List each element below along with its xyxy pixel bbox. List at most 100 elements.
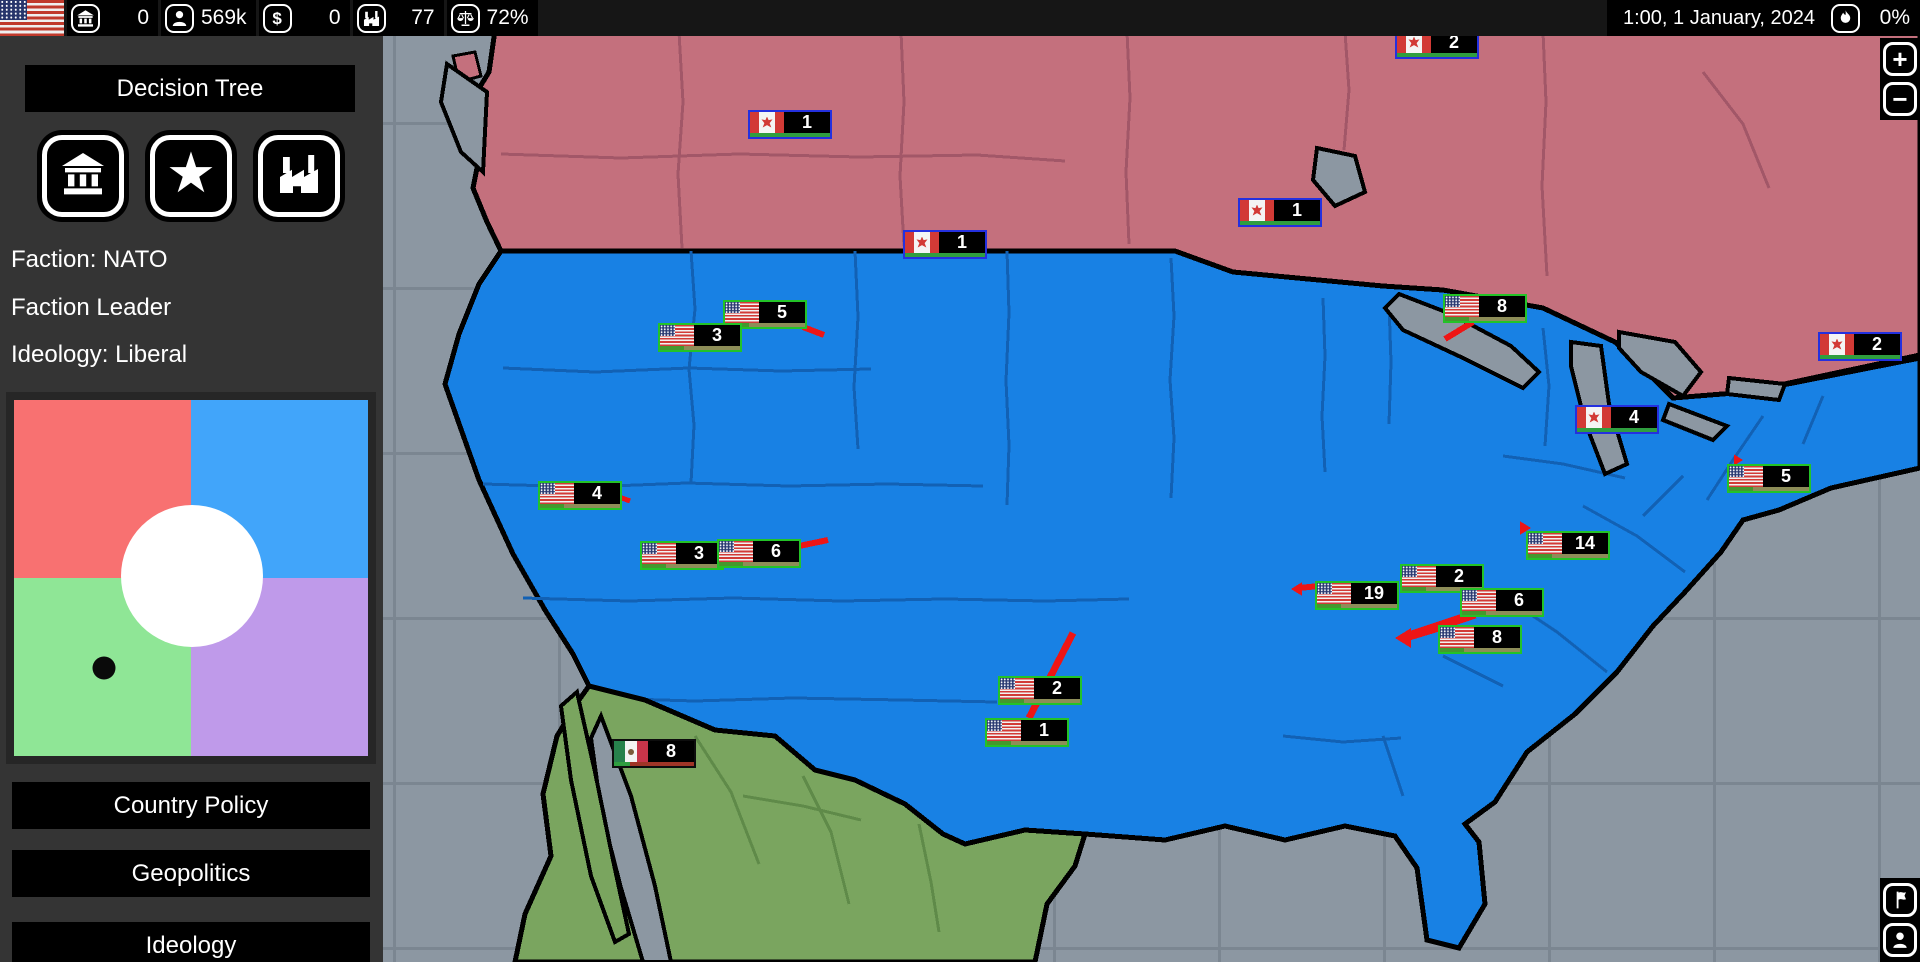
unit-marker[interactable]: 14 xyxy=(1526,531,1610,560)
unit-marker[interactable]: 2 xyxy=(1400,564,1484,593)
unit-health-bar xyxy=(725,323,805,327)
top-resource-bar: 0 569k $ 0 77 72% 1:00, 1 January, 2024 … xyxy=(0,0,1920,36)
pennant-flag-icon xyxy=(1896,891,1906,909)
unit-count: 4 xyxy=(591,483,602,503)
stat-money: $ 0 xyxy=(258,0,350,36)
tab-elite[interactable]: ★ xyxy=(150,135,232,217)
unit-count: 8 xyxy=(1496,296,1507,316)
us-flag-icon xyxy=(1445,296,1479,317)
unit-count: 2 xyxy=(1448,36,1459,52)
unit-health-bar xyxy=(1440,648,1520,652)
political-compass-quadrants xyxy=(14,400,368,756)
us-flag-icon xyxy=(1317,583,1351,604)
unit-count: 6 xyxy=(770,541,781,561)
us-flag-icon xyxy=(540,483,574,504)
ca-flag-icon xyxy=(750,112,784,133)
unit-marker[interactable]: 3 xyxy=(658,323,742,352)
unit-marker[interactable]: 2 xyxy=(998,676,1082,705)
unit-marker[interactable]: 1 xyxy=(985,718,1069,747)
bank-icon xyxy=(71,3,100,33)
unit-marker[interactable]: 5 xyxy=(723,300,807,329)
us-flag-icon xyxy=(1440,627,1474,648)
unit-health-bar xyxy=(987,741,1067,745)
unit-health-bar xyxy=(1000,699,1080,703)
unit-marker[interactable]: 5 xyxy=(1727,464,1811,493)
unit-health-bar xyxy=(1577,428,1657,432)
flag-map-mode-button[interactable] xyxy=(1883,883,1917,917)
unit-marker[interactable]: 1 xyxy=(748,110,832,139)
unit-marker[interactable]: 2 xyxy=(1818,332,1902,361)
unit-count: 19 xyxy=(1363,583,1385,603)
person-map-mode-button[interactable] xyxy=(1883,923,1917,957)
unit-marker[interactable]: 4 xyxy=(1575,405,1659,434)
scales-icon xyxy=(450,3,480,33)
unit-health-bar xyxy=(1528,554,1608,558)
unit-marker[interactable]: 2 xyxy=(1395,36,1479,59)
world-map[interactable]: 2 1 1 1 8 2 4 xyxy=(383,36,1920,962)
country-policy-button[interactable]: Country Policy xyxy=(12,782,370,829)
decision-tree-button[interactable]: Decision Tree xyxy=(25,65,355,112)
unit-marker[interactable]: 4 xyxy=(538,481,622,510)
money-value: 0 xyxy=(328,6,341,29)
unit-health-bar xyxy=(1397,53,1477,57)
unit-count: 5 xyxy=(776,302,787,322)
unit-count: 14 xyxy=(1574,533,1596,553)
unit-health-bar xyxy=(750,133,830,137)
us-flag-icon xyxy=(1528,533,1562,554)
us-flag-icon xyxy=(719,541,753,562)
unit-marker[interactable]: 1 xyxy=(903,230,987,259)
tab-government[interactable] xyxy=(42,135,124,217)
stability-value: 72% xyxy=(486,6,529,29)
unit-marker[interactable]: 3 xyxy=(640,541,724,570)
ca-flag-icon xyxy=(905,232,939,253)
unit-health-bar xyxy=(1240,221,1320,225)
unit-count: 1 xyxy=(801,112,812,132)
us-flag-icon xyxy=(1729,466,1763,487)
factory-icon xyxy=(275,150,323,203)
star-icon: ★ xyxy=(165,141,217,204)
zoom-out-button[interactable]: − xyxy=(1883,82,1917,116)
ca-flag-icon xyxy=(1577,407,1611,428)
flame-icon xyxy=(1831,3,1860,33)
bank-icon xyxy=(59,150,107,203)
dollar-icon: $ xyxy=(262,3,292,33)
faction-leader-label: Faction Leader xyxy=(11,294,172,321)
us-flag-canton xyxy=(0,0,27,20)
ideology-button[interactable]: Ideology xyxy=(12,922,370,962)
unit-marker[interactable]: 6 xyxy=(717,539,801,568)
stat-stability: 72% xyxy=(446,0,538,36)
unit-count: 2 xyxy=(1453,566,1464,586)
geopolitics-button[interactable]: Geopolitics xyxy=(12,850,370,897)
unit-marker[interactable]: 8 xyxy=(612,739,696,768)
unit-health-bar xyxy=(540,504,620,508)
person-icon xyxy=(1893,932,1907,948)
unit-count: 8 xyxy=(1491,627,1502,647)
tab-industry[interactable] xyxy=(258,135,340,217)
factory-icon xyxy=(356,3,386,33)
unit-health-bar xyxy=(1445,317,1525,321)
unit-marker[interactable]: 8 xyxy=(1438,625,1522,654)
unit-health-bar xyxy=(660,346,740,350)
ca-flag-icon xyxy=(1240,200,1274,221)
unit-count: 2 xyxy=(1871,334,1882,354)
zoom-in-button[interactable]: + xyxy=(1883,42,1917,76)
unit-marker[interactable]: 19 xyxy=(1315,581,1399,610)
compass-position-dot xyxy=(92,656,116,680)
us-flag-icon xyxy=(1000,678,1034,699)
game-clock: 1:00, 1 January, 2024 xyxy=(1623,6,1815,29)
unit-marker[interactable]: 8 xyxy=(1443,294,1527,323)
unit-count: 8 xyxy=(665,741,676,761)
unit-health-bar xyxy=(1317,604,1397,608)
unit-marker[interactable]: 6 xyxy=(1460,588,1544,617)
unit-marker[interactable]: 1 xyxy=(1238,198,1322,227)
compass-selection-circle xyxy=(120,504,263,647)
map-mode-controls xyxy=(1880,878,1920,962)
mx-flag-icon xyxy=(614,741,648,762)
us-flag-icon xyxy=(1462,590,1496,611)
unit-count: 4 xyxy=(1628,407,1639,427)
unit-health-bar xyxy=(1402,587,1482,591)
unit-health-bar xyxy=(1820,355,1900,359)
unit-count: 1 xyxy=(1291,200,1302,220)
left-panel: Decision Tree ★ Faction: NATO Faction Le… xyxy=(0,36,383,962)
unit-count: 2 xyxy=(1051,678,1062,698)
